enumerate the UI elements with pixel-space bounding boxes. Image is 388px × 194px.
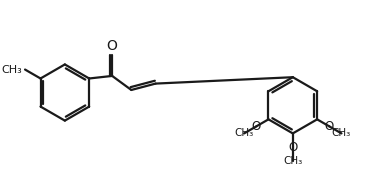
Text: O: O <box>107 39 118 53</box>
Text: CH₃: CH₃ <box>332 128 351 138</box>
Text: CH₃: CH₃ <box>2 65 23 74</box>
Text: O: O <box>288 141 298 154</box>
Text: O: O <box>252 120 261 133</box>
Text: CH₃: CH₃ <box>234 128 254 138</box>
Text: CH₃: CH₃ <box>283 157 302 166</box>
Text: O: O <box>325 120 334 133</box>
